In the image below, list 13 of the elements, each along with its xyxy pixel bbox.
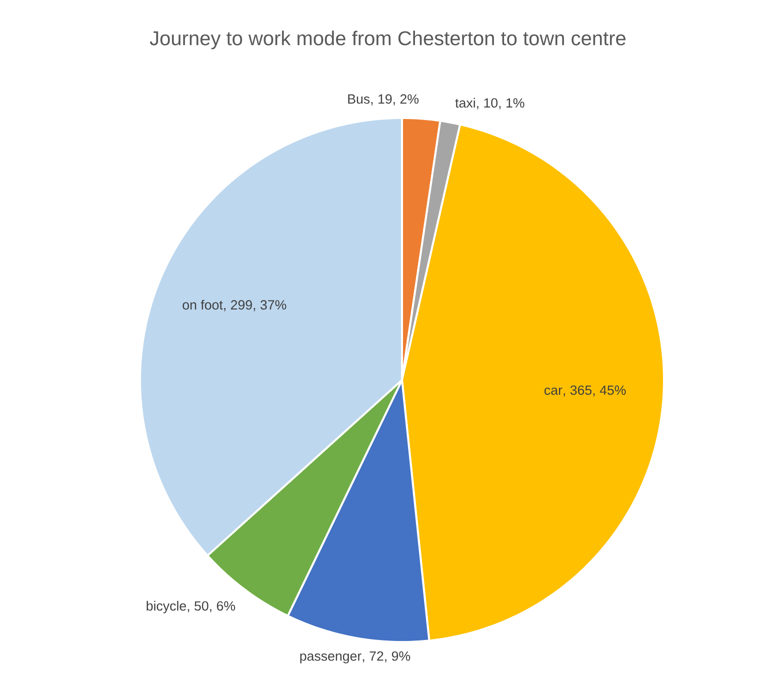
slice-label: on foot [182,300,223,310]
slice-label: car [544,388,562,395]
data-label: , 19, 2% [371,94,419,106]
data-label: , 50, 6% [188,601,236,612]
slice-label: passenger [300,653,362,664]
data-label: , 299, 37% [224,300,286,312]
slice-label: taxi [455,98,475,108]
chart-title: Journey to work mode from Chesterton to town centre [150,30,626,50]
slice-label: Bus [348,94,370,104]
slice-label: bicycle [146,600,186,614]
data-label: , 72, 9% [362,651,410,662]
data-label: , 10, 1% [477,98,524,110]
data-label: , 365, 45% [564,385,626,396]
